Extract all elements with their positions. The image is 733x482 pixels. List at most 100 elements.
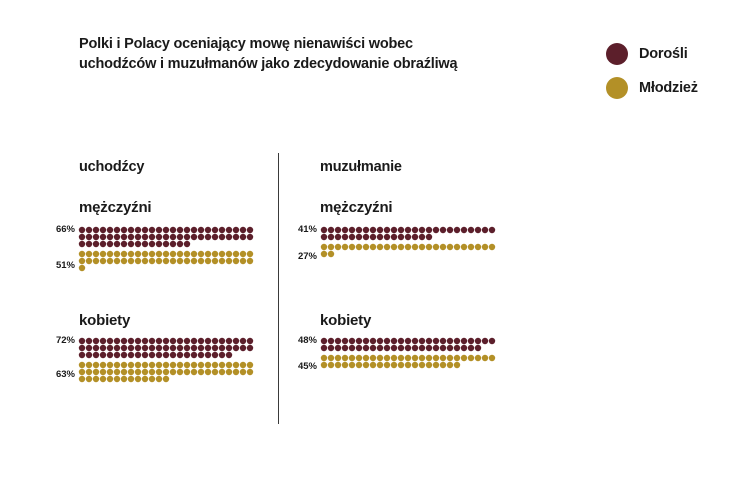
dot-refugees-men-youth xyxy=(176,257,184,265)
dot-refugees-men-youth xyxy=(232,250,240,258)
dot-refugees-women-youth xyxy=(246,361,254,369)
dot-refugees-women-adults xyxy=(211,351,219,359)
dot-muslims-men-adults xyxy=(404,226,412,234)
dot-refugees-men-youth xyxy=(176,250,184,258)
dot-refugees-women-adults xyxy=(113,351,121,359)
dot-refugees-men-adults xyxy=(78,226,86,234)
dot-muslims-men-adults xyxy=(348,233,356,241)
dot-refugees-women-adults xyxy=(169,337,177,345)
dot-refugees-men-youth xyxy=(134,257,142,265)
dot-muslims-men-youth xyxy=(390,243,398,251)
group-label-muslims-men: mężczyźni xyxy=(320,199,393,216)
dot-refugees-women-adults xyxy=(127,351,135,359)
dot-refugees-women-youth xyxy=(141,375,149,383)
dot-refugees-women-youth xyxy=(134,361,142,369)
dot-refugees-women-youth xyxy=(232,368,240,376)
dot-muslims-men-youth xyxy=(327,243,335,251)
dot-refugees-men-youth xyxy=(92,250,100,258)
dot-muslims-men-adults xyxy=(397,226,405,234)
dot-refugees-women-adults xyxy=(218,351,226,359)
dot-refugees-women-adults xyxy=(92,344,100,352)
dot-refugees-men-youth xyxy=(85,250,93,258)
dot-refugees-men-adults xyxy=(169,233,177,241)
dot-muslims-women-adults xyxy=(474,344,482,352)
dot-refugees-women-youth xyxy=(239,368,247,376)
dot-refugees-women-youth xyxy=(183,368,191,376)
dot-refugees-men-youth xyxy=(211,257,219,265)
dot-refugees-men-youth xyxy=(218,250,226,258)
dot-refugees-women-youth xyxy=(204,368,212,376)
dot-refugees-men-adults xyxy=(92,226,100,234)
dot-refugees-women-youth xyxy=(218,368,226,376)
dot-muslims-men-youth xyxy=(404,243,412,251)
dot-muslims-men-adults xyxy=(334,233,342,241)
dot-refugees-women-youth xyxy=(148,375,156,383)
dot-refugees-women-youth xyxy=(211,361,219,369)
dot-muslims-women-adults xyxy=(376,344,384,352)
dot-refugees-men-adults xyxy=(169,226,177,234)
dot-refugees-women-adults xyxy=(120,351,128,359)
dot-refugees-women-adults xyxy=(176,337,184,345)
dot-muslims-men-adults xyxy=(474,226,482,234)
dot-refugees-women-adults xyxy=(106,351,114,359)
dot-muslims-women-youth xyxy=(348,354,356,362)
dot-muslims-men-youth xyxy=(369,243,377,251)
dot-refugees-men-youth xyxy=(141,257,149,265)
dot-muslims-men-adults xyxy=(439,226,447,234)
dot-refugees-men-adults xyxy=(99,226,107,234)
dot-muslims-men-adults xyxy=(432,226,440,234)
dot-muslims-men-youth xyxy=(376,243,384,251)
dot-muslims-women-youth xyxy=(404,354,412,362)
dot-refugees-women-youth xyxy=(113,375,121,383)
dot-refugees-men-youth xyxy=(183,250,191,258)
dot-muslims-women-adults xyxy=(418,337,426,345)
dot-refugees-women-adults xyxy=(197,344,205,352)
dot-muslims-men-adults xyxy=(467,226,475,234)
dot-refugees-women-youth xyxy=(106,368,114,376)
dot-muslims-men-youth xyxy=(362,243,370,251)
dot-muslims-women-adults xyxy=(341,337,349,345)
dot-muslims-women-youth xyxy=(327,354,335,362)
chart-title-line-2: uchodźców i muzułmanów jako zdecydowanie… xyxy=(79,56,458,72)
dot-refugees-men-adults xyxy=(183,240,191,248)
dot-refugees-men-adults xyxy=(204,226,212,234)
dot-muslims-women-youth xyxy=(334,354,342,362)
dot-muslims-women-youth xyxy=(355,354,363,362)
dot-muslims-women-adults xyxy=(446,344,454,352)
dot-refugees-women-adults xyxy=(134,344,142,352)
dot-refugees-women-adults xyxy=(78,344,86,352)
dot-refugees-women-adults xyxy=(176,344,184,352)
dot-refugees-women-youth xyxy=(225,361,233,369)
dot-muslims-women-youth xyxy=(369,354,377,362)
dot-muslims-women-youth xyxy=(411,354,419,362)
dot-refugees-men-youth xyxy=(197,257,205,265)
dot-refugees-men-adults xyxy=(78,240,86,248)
dot-refugees-men-adults xyxy=(183,233,191,241)
dot-refugees-women-adults xyxy=(120,337,128,345)
dot-muslims-men-adults xyxy=(327,226,335,234)
dot-muslims-women-adults xyxy=(439,344,447,352)
dot-muslims-women-youth xyxy=(453,354,461,362)
value-label-muslims-women-adults: 48% xyxy=(297,335,317,346)
dot-refugees-women-youth xyxy=(190,368,198,376)
dot-muslims-men-youth xyxy=(474,243,482,251)
dot-muslims-women-youth xyxy=(376,354,384,362)
dot-refugees-men-adults xyxy=(155,233,163,241)
dot-muslims-men-youth xyxy=(488,243,496,251)
dot-refugees-men-youth xyxy=(246,250,254,258)
dot-muslims-women-adults xyxy=(467,344,475,352)
dot-muslims-women-adults xyxy=(467,337,475,345)
dot-muslims-men-adults xyxy=(369,226,377,234)
dot-refugees-women-youth xyxy=(204,361,212,369)
dot-muslims-women-adults xyxy=(383,337,391,345)
dot-refugees-women-adults xyxy=(183,351,191,359)
dot-muslims-men-adults xyxy=(481,226,489,234)
dot-refugees-women-youth xyxy=(99,375,107,383)
dot-refugees-women-youth xyxy=(127,375,135,383)
dot-muslims-women-youth xyxy=(320,354,328,362)
dot-muslims-men-adults xyxy=(376,226,384,234)
dot-refugees-women-adults xyxy=(113,344,121,352)
dot-muslims-men-adults xyxy=(383,226,391,234)
dot-muslims-women-youth xyxy=(362,354,370,362)
dot-muslims-men-youth xyxy=(439,243,447,251)
